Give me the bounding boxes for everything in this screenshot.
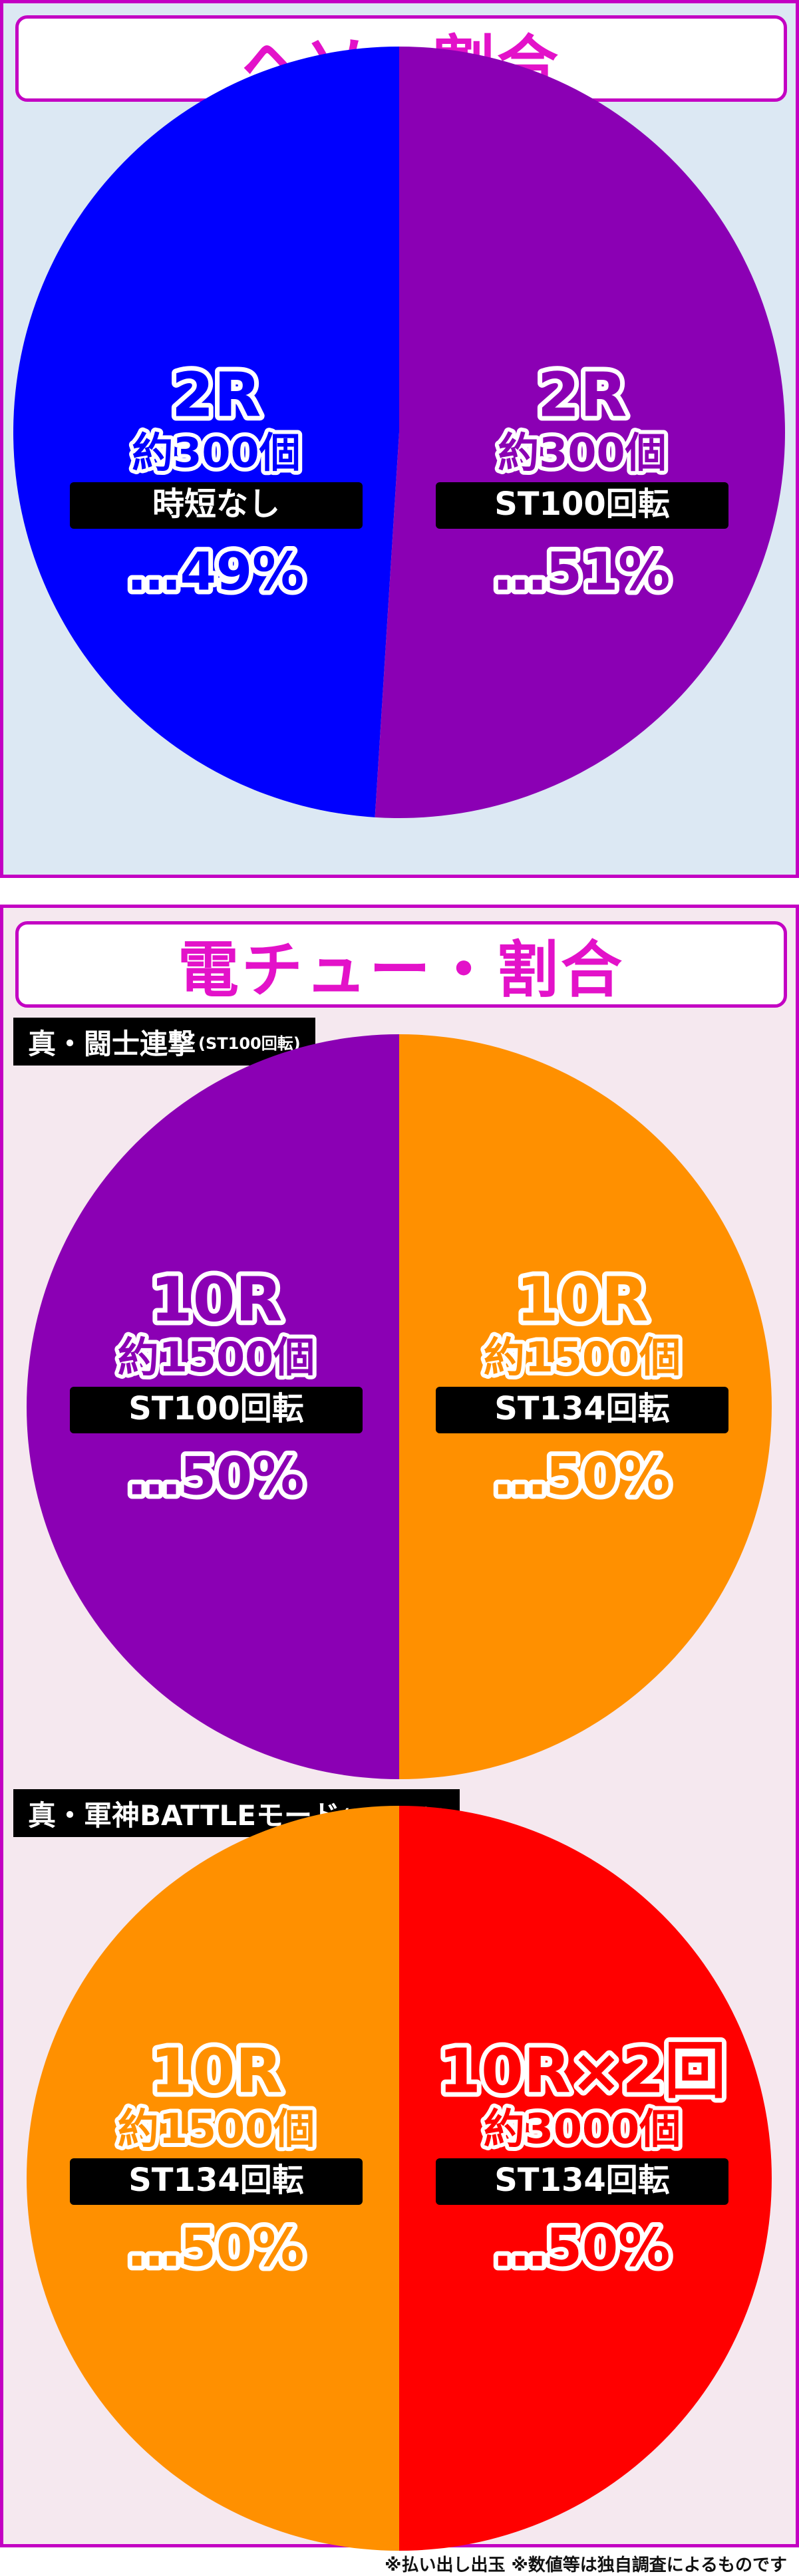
slice-payout-label: 約300個	[132, 428, 300, 477]
pie-2-subtitle-main: 真・闘士連撃	[28, 1027, 196, 1060]
footer-note: ※払い出し出玉 ※数値等は独自調査によるものです	[385, 2555, 787, 2575]
slice-payout-label: 約300個	[498, 428, 666, 477]
slice-payout-label: 約3000個	[484, 2104, 681, 2153]
pie-2-subtitle-small: (ST100回転)	[198, 1034, 301, 1053]
slice-round-label: 10R	[516, 1264, 649, 1335]
slice-mode-box	[70, 1387, 363, 1433]
slice-mode-label: ST100回転	[128, 1390, 304, 1427]
slice-percent-label: …51%	[494, 542, 671, 602]
slice-percent-label: …50%	[128, 1447, 305, 1506]
denchu-title-box: 電チュー・割合	[15, 921, 787, 1008]
slice-percent-label: …50%	[494, 2218, 671, 2278]
slice-mode-label: ST100回転	[494, 486, 670, 523]
slice-mode-label: 時短なし	[152, 486, 280, 523]
slice-mode-label: ST134回転	[494, 2162, 670, 2199]
slice-percent-label: …50%	[128, 2218, 305, 2278]
slice-mode-box	[436, 482, 728, 529]
slice-percent-label: …50%	[494, 1447, 671, 1506]
slice-mode-box	[436, 1387, 728, 1433]
slice-payout-label: 約1500個	[118, 2104, 315, 2153]
slice-payout-label: 約1500個	[118, 1333, 315, 1381]
slice-mode-label: ST134回転	[494, 1390, 670, 1427]
pie-slice	[13, 47, 399, 817]
slice-payout-label: 約1500個	[484, 1333, 681, 1381]
slice-mode-box	[70, 482, 363, 529]
slice-percent-label: …49%	[128, 542, 305, 602]
slice-round-label: 10R×2回	[438, 2035, 726, 2106]
slice-round-label: 10R	[150, 1264, 283, 1335]
slice-round-label: 10R	[150, 2035, 283, 2106]
slice-mode-label: ST134回転	[128, 2162, 304, 2199]
slice-round-label: 2R	[538, 359, 627, 430]
denchu-title: 電チュー・割合	[177, 934, 625, 1006]
slice-mode-box	[436, 2158, 728, 2205]
slice-mode-box	[70, 2158, 363, 2205]
pie-slice	[375, 47, 786, 819]
slice-round-label: 2R	[172, 359, 261, 430]
pie-2-subtitle: 真・闘士連撃 (ST100回転)	[13, 1018, 315, 1066]
